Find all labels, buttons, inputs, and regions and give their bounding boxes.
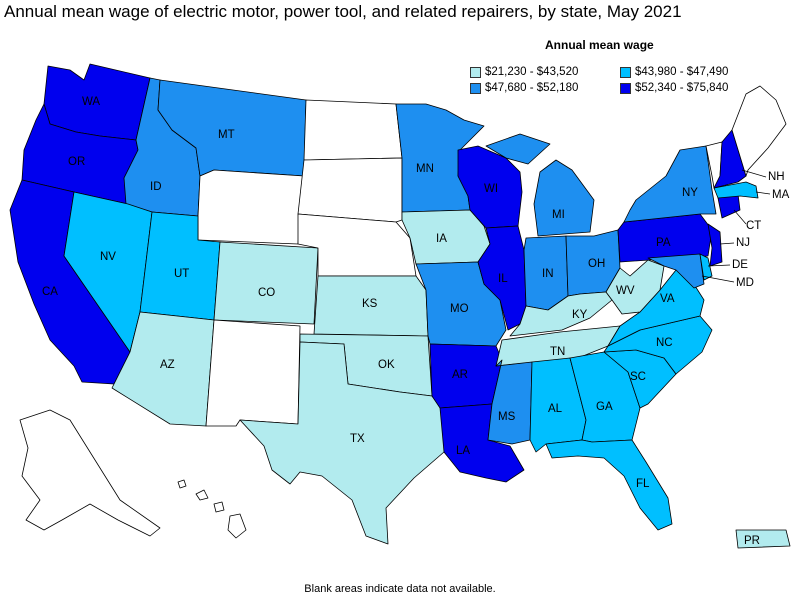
label-FL: FL [636, 478, 650, 490]
legend-item-4: $52,340 - $75,840 [620, 82, 728, 94]
label-MD: MD [736, 277, 754, 289]
label-CA: CA [42, 286, 58, 298]
footnote: Blank areas indicate data not available. [304, 583, 496, 595]
label-KY: KY [572, 309, 588, 321]
state-AK[interactable] [19, 409, 161, 537]
state-NM[interactable] [205, 319, 301, 427]
label-MN: MN [416, 163, 434, 175]
callout-DE [707, 264, 731, 267]
legend-label-2: $43,980 - $47,490 [635, 66, 729, 78]
legend-swatch-2 [620, 66, 631, 78]
label-NY: NY [682, 187, 698, 199]
label-OH: OH [588, 258, 605, 270]
label-CO: CO [258, 287, 275, 299]
state-IL[interactable] [477, 225, 527, 331]
label-OK: OK [378, 359, 395, 371]
callout-MD [701, 275, 735, 283]
state-MA[interactable] [713, 181, 759, 199]
label-WV: WV [616, 285, 635, 297]
label-NJ: NJ [736, 237, 750, 249]
label-AL: AL [548, 403, 563, 415]
label-OR: OR [68, 156, 85, 168]
state-ME[interactable] [731, 85, 787, 177]
legend-swatch-4 [620, 82, 631, 94]
label-NV: NV [100, 251, 116, 263]
label-MS: MS [498, 411, 516, 423]
state-SD[interactable] [297, 157, 403, 223]
state-HI[interactable] [177, 479, 247, 539]
legend-item-3: $47,680 - $52,180 [470, 82, 578, 94]
callout-CT [733, 209, 747, 225]
callout-NH [741, 169, 767, 178]
label-TX: TX [350, 433, 365, 445]
state-NY[interactable] [623, 145, 717, 223]
label-MO: MO [450, 303, 469, 315]
label-AZ: AZ [160, 359, 175, 371]
state-FL[interactable] [545, 439, 673, 531]
label-UT: UT [174, 268, 189, 280]
legend-item-2: $43,980 - $47,490 [620, 66, 728, 78]
label-LA: LA [456, 445, 470, 457]
legend-title: Annual mean wage [545, 38, 654, 52]
label-VA: VA [660, 293, 675, 305]
label-WI: WI [484, 183, 498, 195]
label-MI: MI [552, 209, 565, 221]
label-KS: KS [362, 298, 378, 310]
state-ND[interactable] [303, 99, 403, 161]
callout-lines [701, 169, 771, 283]
legend-label-4: $52,340 - $75,840 [635, 82, 729, 94]
label-IL: IL [498, 273, 508, 285]
state-DE[interactable] [699, 253, 713, 281]
label-NC: NC [656, 337, 673, 349]
state-CO[interactable] [213, 241, 319, 325]
label-TN: TN [550, 346, 565, 358]
label-SC: SC [630, 371, 646, 383]
legend-swatch-3 [470, 82, 481, 94]
state-TX[interactable] [239, 341, 445, 545]
state-WY[interactable] [197, 169, 305, 245]
legend-swatch-1 [470, 66, 481, 78]
legend-label-3: $47,680 - $52,180 [485, 82, 579, 94]
label-WA: WA [82, 96, 100, 108]
state-MI[interactable] [485, 133, 595, 237]
map-title: Annual mean wage of electric motor, powe… [4, 2, 682, 21]
label-ID: ID [150, 181, 162, 193]
label-IA: IA [436, 233, 447, 245]
label-DE: DE [732, 259, 748, 271]
state-NJ[interactable] [707, 223, 723, 267]
state-WV[interactable] [605, 259, 665, 315]
legend-label-1: $21,230 - $43,520 [485, 66, 579, 78]
label-MT: MT [218, 129, 235, 141]
state-PR[interactable] [735, 529, 791, 549]
callout-NJ [719, 242, 735, 245]
label-NH: NH [768, 171, 785, 183]
label-CT: CT [746, 220, 761, 232]
label-IN: IN [542, 268, 554, 280]
legend-item-1: $21,230 - $43,520 [470, 66, 578, 78]
label-MA: MA [772, 189, 790, 201]
label-AR: AR [452, 369, 468, 381]
label-PR: PR [744, 535, 760, 547]
callout-MA [755, 191, 771, 195]
label-PA: PA [656, 237, 671, 249]
label-GA: GA [596, 401, 613, 413]
